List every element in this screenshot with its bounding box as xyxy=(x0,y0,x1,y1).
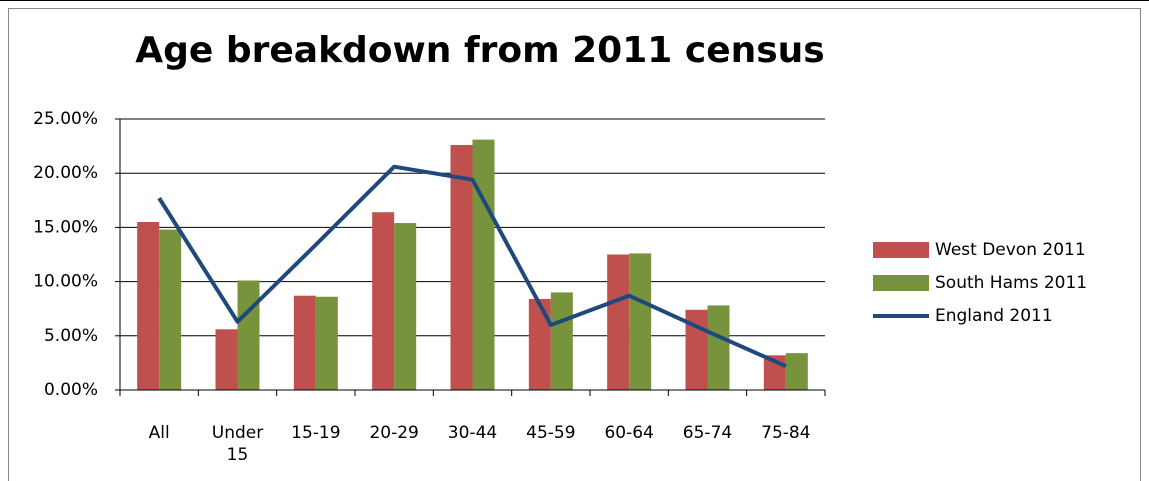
x-tick-label: All xyxy=(148,423,170,443)
x-tick-label-box: 20-29 xyxy=(369,423,419,443)
bar xyxy=(785,353,808,390)
bar xyxy=(528,298,551,390)
legend-label: England 2011 xyxy=(935,306,1053,326)
x-tick-label: 75-84 xyxy=(761,423,811,443)
x-tick-label: 60-64 xyxy=(604,423,654,443)
bar xyxy=(159,229,182,390)
x-tick-label: 45-59 xyxy=(526,423,576,443)
legend-swatch xyxy=(873,275,929,291)
bar xyxy=(315,296,338,390)
bar xyxy=(237,280,260,390)
bar xyxy=(372,212,395,390)
bar xyxy=(215,329,238,390)
bar xyxy=(707,305,730,390)
x-tick-label: 65-74 xyxy=(682,423,733,443)
x-tick-label: Under 15 xyxy=(211,423,264,465)
bar xyxy=(629,253,652,390)
x-tick-label-box: All xyxy=(148,423,170,443)
x-tick-label: 30-44 xyxy=(447,423,498,443)
chart-title: Age breakdown from 2011 census xyxy=(135,30,824,71)
x-tick-label: 15-19 xyxy=(291,423,341,443)
y-tick-label: 0.00% xyxy=(44,380,98,400)
y-tick-label: 25.00% xyxy=(33,109,98,129)
line xyxy=(157,164,787,368)
bar xyxy=(550,292,573,390)
y-tick-label: 5.00% xyxy=(44,326,98,346)
y-tick-label: 15.00% xyxy=(33,217,98,237)
legend-label: West Devon 2011 xyxy=(935,240,1086,260)
legend-swatch xyxy=(873,242,929,258)
bar xyxy=(450,145,473,390)
legend-label: South Hams 2011 xyxy=(935,273,1087,293)
x-tick-label-box: 65-74 xyxy=(682,423,733,443)
x-tick-label-box: 15-19 xyxy=(291,423,341,443)
bar xyxy=(293,295,316,390)
x-tick-label-box: 60-64 xyxy=(604,423,654,443)
bar xyxy=(607,254,630,390)
y-tick-label: 10.00% xyxy=(33,272,98,292)
bar xyxy=(394,223,417,390)
x-tick-label-box: 75-84 xyxy=(761,423,811,443)
bar xyxy=(472,139,495,390)
x-tick-label-box: 30-44 xyxy=(447,423,498,443)
bar xyxy=(137,221,160,390)
x-tick-label: 20-29 xyxy=(369,423,419,443)
x-tick-label-box: 45-59 xyxy=(526,423,576,443)
x-tick-label-box: Under 15 xyxy=(211,423,264,465)
y-tick-label: 20.00% xyxy=(33,163,98,183)
